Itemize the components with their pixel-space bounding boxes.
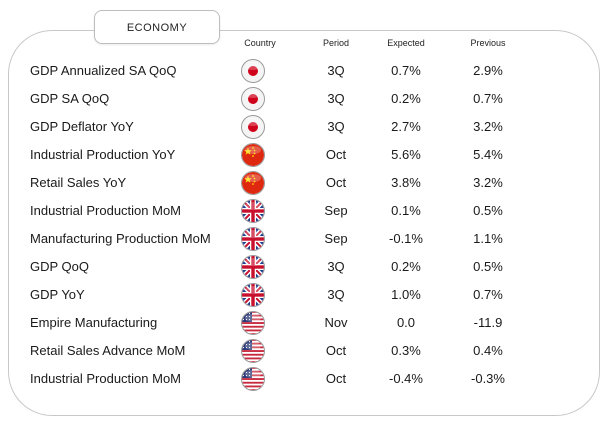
period-value: 3Q xyxy=(327,91,345,106)
expected-value: -0.4% xyxy=(389,371,423,386)
expected-value: 3.8% xyxy=(391,175,421,190)
previous-value: 0.7% xyxy=(473,91,503,106)
economy-table: GDP Annualized SA QoQ 3Q 0.7% 2.9% GDP SA Qo… xyxy=(0,57,606,393)
expected-value: 0.3% xyxy=(391,343,421,358)
indicator-name: GDP Annualized SA QoQ xyxy=(30,63,177,78)
china-flag-icon xyxy=(241,143,265,167)
previous-value: 0.5% xyxy=(473,259,503,274)
table-row: GDP Annualized SA QoQ 3Q 0.7% 2.9% xyxy=(0,57,606,85)
expected-value: 0.2% xyxy=(391,91,421,106)
japan-flag-icon xyxy=(241,59,265,83)
period-value: Oct xyxy=(325,343,347,358)
table-row: Industrial Production MoM Sep 0.1% 0.5% xyxy=(0,197,606,225)
expected-value: 2.7% xyxy=(391,119,421,134)
table-row: Industrial Production MoM Oct -0.4% -0.3% xyxy=(0,365,606,393)
previous-value: 5.4% xyxy=(473,147,503,162)
previous-value: 3.2% xyxy=(473,175,503,190)
uk-flag-icon xyxy=(241,199,265,223)
period-value: Sep xyxy=(324,203,348,218)
economy-panel xyxy=(8,30,600,416)
header-previous: Previous xyxy=(470,38,506,48)
expected-value: 0.2% xyxy=(391,259,421,274)
indicator-name: Retail Sales Advance MoM xyxy=(30,343,186,358)
table-row: GDP YoY 3Q 1.0% 0.7% xyxy=(0,281,606,309)
expected-value: 0.0 xyxy=(396,315,416,330)
period-value: Oct xyxy=(325,371,347,386)
previous-value: -11.9 xyxy=(473,315,503,330)
indicator-name: Empire Manufacturing xyxy=(30,315,158,330)
indicator-name: GDP SA QoQ xyxy=(30,91,110,106)
expected-value: 0.1% xyxy=(391,203,421,218)
period-value: Oct xyxy=(325,147,347,162)
indicator-name: Industrial Production YoY xyxy=(30,147,176,162)
table-row: Empire Manufacturing Nov 0.0 -11.9 xyxy=(0,309,606,337)
china-flag-icon xyxy=(241,171,265,195)
us-flag-icon xyxy=(241,339,265,363)
header-country: Country xyxy=(244,38,276,48)
indicator-name: GDP YoY xyxy=(30,287,85,302)
previous-value: 1.1% xyxy=(473,231,503,246)
table-row: GDP SA QoQ 3Q 0.2% 0.7% xyxy=(0,85,606,113)
period-value: 3Q xyxy=(327,119,345,134)
section-tab-economy: ECONOMY xyxy=(94,10,220,44)
uk-flag-icon xyxy=(241,283,265,307)
period-value: Oct xyxy=(325,175,347,190)
table-row: GDP QoQ 3Q 0.2% 0.5% xyxy=(0,253,606,281)
table-row: Retail Sales YoY Oct 3.8% 3.2% xyxy=(0,169,606,197)
period-value: 3Q xyxy=(327,63,345,78)
japan-flag-icon xyxy=(241,115,265,139)
us-flag-icon xyxy=(241,311,265,335)
indicator-name: Manufacturing Production MoM xyxy=(30,231,211,246)
expected-value: 5.6% xyxy=(391,147,421,162)
previous-value: 2.9% xyxy=(473,63,503,78)
indicator-name: GDP QoQ xyxy=(30,259,90,274)
previous-value: 0.7% xyxy=(473,287,503,302)
uk-flag-icon xyxy=(241,255,265,279)
table-row: GDP Deflator YoY 3Q 2.7% 3.2% xyxy=(0,113,606,141)
japan-flag-icon xyxy=(241,87,265,111)
previous-value: 0.4% xyxy=(473,343,503,358)
previous-value: 0.5% xyxy=(473,203,503,218)
expected-value: 1.0% xyxy=(391,287,421,302)
indicator-name: Retail Sales YoY xyxy=(30,175,127,190)
indicator-name: Industrial Production MoM xyxy=(30,371,182,386)
expected-value: 0.7% xyxy=(391,63,421,78)
period-value: Sep xyxy=(324,231,348,246)
table-row: Manufacturing Production MoM Sep -0.1% 1.1% xyxy=(0,225,606,253)
uk-flag-icon xyxy=(241,227,265,251)
header-period: Period xyxy=(322,38,349,48)
period-value: 3Q xyxy=(327,287,345,302)
indicator-name: GDP Deflator YoY xyxy=(30,119,134,134)
header-expected: Expected xyxy=(387,38,425,48)
previous-value: -0.3% xyxy=(471,371,505,386)
expected-value: -0.1% xyxy=(389,231,423,246)
period-value: 3Q xyxy=(327,259,345,274)
table-row: Retail Sales Advance MoM Oct 0.3% 0.4% xyxy=(0,337,606,365)
table-row: Industrial Production YoY Oct 5.6% 5.4% xyxy=(0,141,606,169)
previous-value: 3.2% xyxy=(473,119,503,134)
indicator-name: Industrial Production MoM xyxy=(30,203,182,218)
us-flag-icon xyxy=(241,367,265,391)
period-value: Nov xyxy=(324,315,348,330)
